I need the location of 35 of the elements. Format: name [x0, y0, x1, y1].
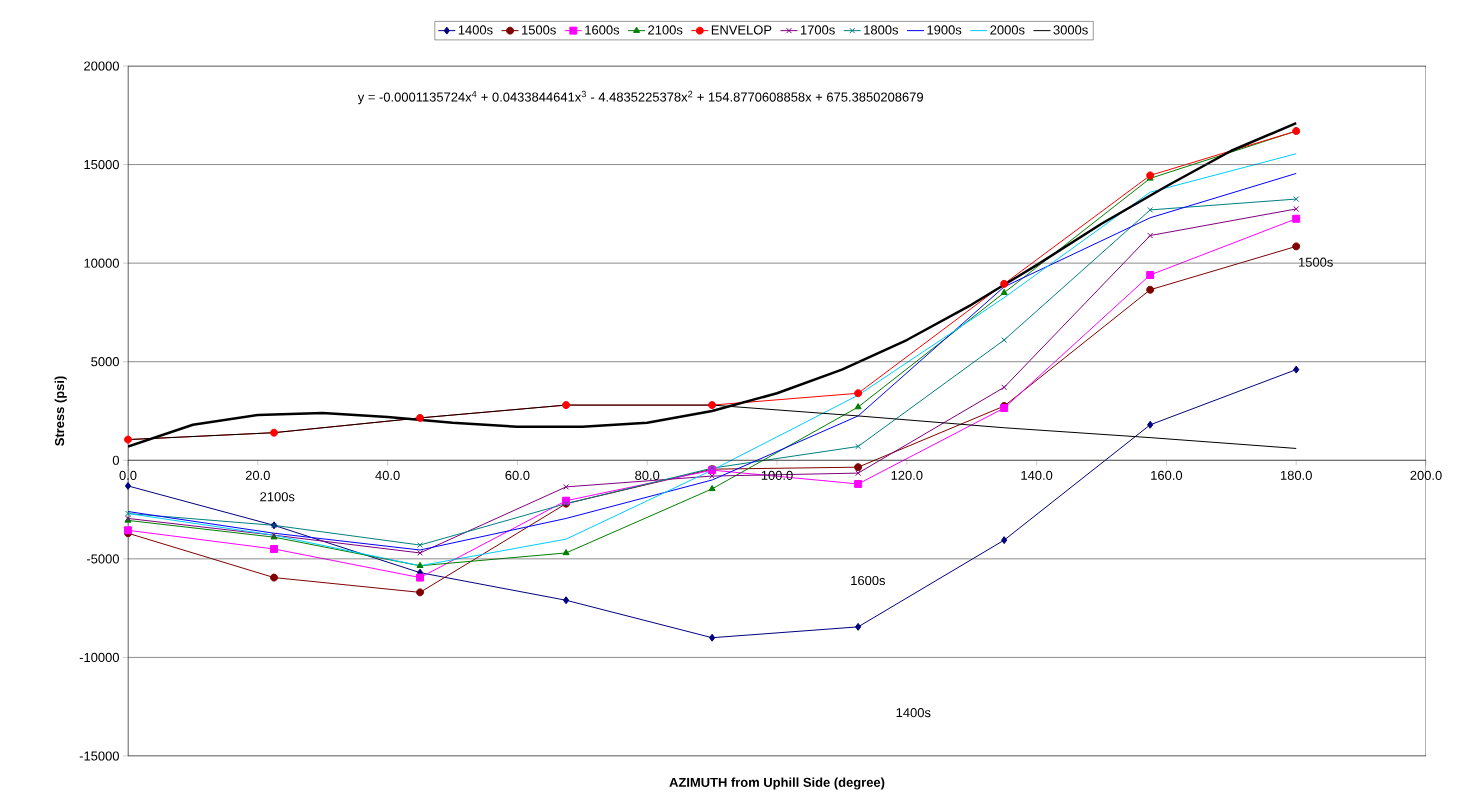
legend-label: 2100s [648, 25, 683, 35]
legend-label: 1900s [927, 25, 962, 35]
legend-label: 3000s [1053, 25, 1088, 35]
y-tick-label: -10000 [79, 652, 119, 663]
y-tick-label: -5000 [86, 554, 119, 564]
x-tick-label: 200.0 [1410, 470, 1442, 480]
legend-label: 2000s [990, 25, 1025, 35]
y-tick-label: -15000 [79, 751, 119, 761]
y-tick-label: 0 [112, 455, 119, 465]
y-tick-label: 20000 [84, 61, 119, 71]
legend-label: 1600s [585, 25, 620, 35]
legend-label: ENVELOP [711, 25, 772, 35]
x-tick-label: 0.0 [119, 470, 137, 480]
x-tick-label: 120.0 [891, 470, 923, 480]
x-tick-label: 60.0 [505, 470, 530, 480]
annotation: 1600s [851, 575, 886, 586]
y-tick-label: 10000 [84, 258, 119, 268]
x-tick-label: 20.0 [245, 470, 270, 480]
legend-label: 1700s [800, 25, 835, 35]
x-tick-label: 140.0 [1021, 470, 1053, 480]
legend-label: 1400s [458, 25, 493, 35]
legend-label: 1800s [864, 25, 899, 35]
legend-label: 1500s [522, 25, 556, 35]
x-tick-label: 80.0 [635, 470, 660, 480]
y-axis-title: Stress (psi) [54, 376, 67, 446]
x-axis-title: AZIMUTH from Uphill Side (degree) [669, 777, 885, 790]
y-tick-label: 15000 [84, 159, 119, 170]
x-tick-label: 40.0 [375, 470, 400, 480]
annotation: 2100s [260, 492, 295, 502]
annotation: y = -0.0001135724x$^{4}$ + 0.0433844641x$^{3}$ - 4.4835225378x$^{2}$ + 154.8770608858x + 675.3850208679 [357, 90, 923, 105]
x-tick-label: 180.0 [1280, 470, 1312, 480]
x-tick-label: 160.0 [1151, 470, 1183, 480]
y-tick-label: 5000 [91, 357, 119, 367]
annotation: 1400s [896, 708, 931, 718]
annotation: 1500s [1299, 257, 1333, 267]
